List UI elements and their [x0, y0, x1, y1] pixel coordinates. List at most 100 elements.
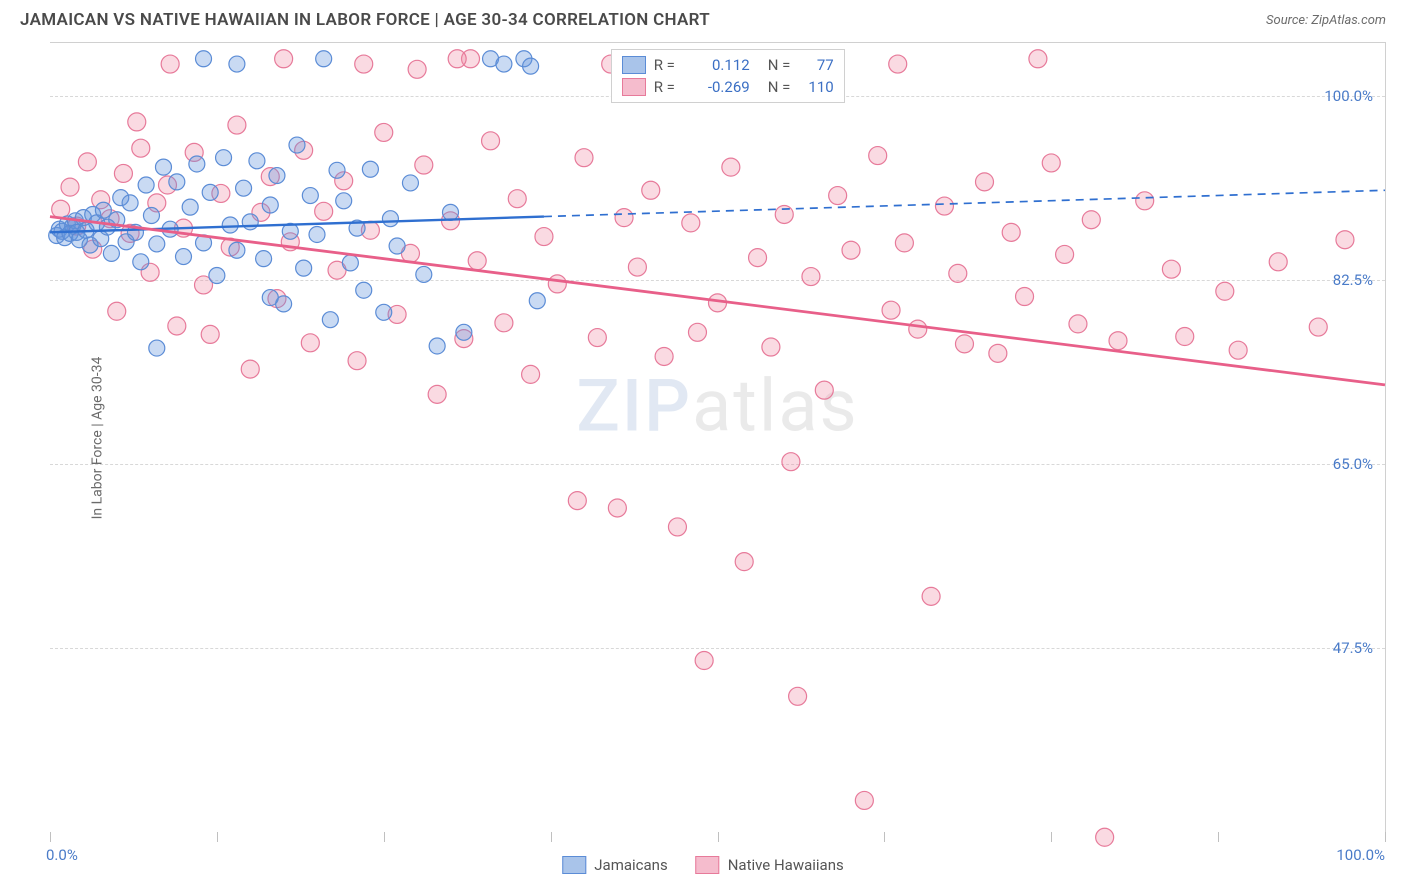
- data-point: [688, 323, 706, 341]
- data-point: [133, 254, 149, 270]
- data-point: [615, 209, 633, 227]
- r-value-jamaicans: 0.112: [690, 56, 750, 74]
- data-point: [1016, 288, 1034, 306]
- legend-item-hawaiians: Native Hawaiians: [696, 856, 844, 874]
- data-point: [989, 344, 1007, 362]
- data-point: [762, 338, 780, 356]
- data-point: [448, 50, 466, 68]
- data-point: [301, 334, 319, 352]
- scatter-plot: [50, 43, 1385, 832]
- data-point: [588, 329, 606, 347]
- data-point: [228, 116, 246, 134]
- data-point: [842, 241, 860, 259]
- data-point: [789, 687, 807, 705]
- data-point: [356, 282, 372, 298]
- legend-row-jamaicans: R = 0.112 N = 77: [622, 54, 834, 76]
- data-point: [468, 252, 486, 270]
- data-point: [548, 275, 566, 293]
- data-point: [275, 50, 293, 68]
- chart-area: In Labor Force | Age 30-34 ZIPatlas R = …: [50, 42, 1386, 832]
- data-point: [78, 153, 96, 171]
- data-point: [408, 60, 426, 78]
- y-tick-label: 100.0%: [1324, 87, 1377, 105]
- data-point: [241, 360, 259, 378]
- chart-title: JAMAICAN VS NATIVE HAWAIIAN IN LABOR FOR…: [20, 10, 710, 30]
- data-point: [1176, 328, 1194, 346]
- data-point: [608, 499, 626, 517]
- data-point: [242, 214, 258, 230]
- n-value-hawaiians: 110: [802, 78, 834, 96]
- data-point: [149, 236, 165, 252]
- data-point: [262, 197, 278, 213]
- data-point: [628, 258, 646, 276]
- data-point: [309, 226, 325, 242]
- data-point: [722, 158, 740, 176]
- data-point: [456, 324, 472, 340]
- data-point: [1002, 223, 1020, 241]
- data-point: [1069, 315, 1087, 333]
- data-point: [415, 156, 433, 174]
- data-point: [103, 245, 119, 261]
- y-tick-label: 82.5%: [1333, 271, 1377, 289]
- x-min-label: 0.0%: [46, 846, 78, 864]
- data-point: [889, 55, 907, 73]
- data-point: [114, 164, 132, 182]
- data-point: [1136, 192, 1154, 210]
- data-point: [495, 314, 513, 332]
- data-point: [668, 518, 686, 536]
- data-point: [176, 249, 192, 265]
- data-point: [416, 266, 432, 282]
- data-point: [429, 338, 445, 354]
- data-point: [575, 149, 593, 167]
- data-point: [1309, 318, 1327, 336]
- data-point: [161, 55, 179, 73]
- legend-item-jamaicans: Jamaicans: [562, 856, 667, 874]
- data-point: [1162, 260, 1180, 278]
- data-point: [682, 214, 700, 232]
- swatch-hawaiians: [622, 78, 646, 96]
- data-point: [149, 340, 165, 356]
- data-point: [1216, 282, 1234, 300]
- swatch-hawaiians: [696, 856, 720, 874]
- r-value-hawaiians: -0.269: [690, 78, 750, 96]
- data-point: [529, 293, 545, 309]
- data-point: [249, 153, 265, 169]
- data-point: [443, 204, 459, 220]
- correlation-legend: R = 0.112 N = 77 R = -0.269 N = 110: [611, 49, 845, 103]
- data-point: [802, 268, 820, 286]
- data-point: [182, 199, 198, 215]
- data-point: [155, 159, 171, 175]
- data-point: [289, 137, 305, 153]
- data-point: [1109, 332, 1127, 350]
- swatch-jamaicans: [622, 56, 646, 74]
- data-point: [895, 234, 913, 252]
- series-legend: Jamaicans Native Hawaiians: [562, 856, 843, 874]
- data-point: [216, 150, 232, 166]
- data-point: [949, 264, 967, 282]
- n-value-jamaicans: 77: [802, 56, 834, 74]
- data-point: [935, 197, 953, 215]
- data-point: [1056, 245, 1074, 263]
- data-point: [196, 51, 212, 67]
- data-point: [389, 238, 405, 254]
- data-point: [869, 147, 887, 165]
- data-point: [168, 317, 186, 335]
- data-point: [202, 184, 218, 200]
- data-point: [315, 202, 333, 220]
- data-point: [256, 251, 272, 267]
- data-point: [375, 123, 393, 141]
- data-point: [296, 260, 312, 276]
- y-tick-label: 47.5%: [1333, 639, 1377, 657]
- data-point: [535, 228, 553, 246]
- data-point: [355, 55, 373, 73]
- data-point: [1096, 828, 1114, 846]
- data-point: [209, 267, 225, 283]
- data-point: [1336, 231, 1354, 249]
- data-point: [302, 188, 318, 204]
- data-point: [229, 56, 245, 72]
- data-point: [128, 113, 146, 131]
- data-point: [236, 180, 252, 196]
- data-point: [955, 335, 973, 353]
- data-point: [382, 211, 398, 227]
- y-tick-label: 65.0%: [1333, 455, 1377, 473]
